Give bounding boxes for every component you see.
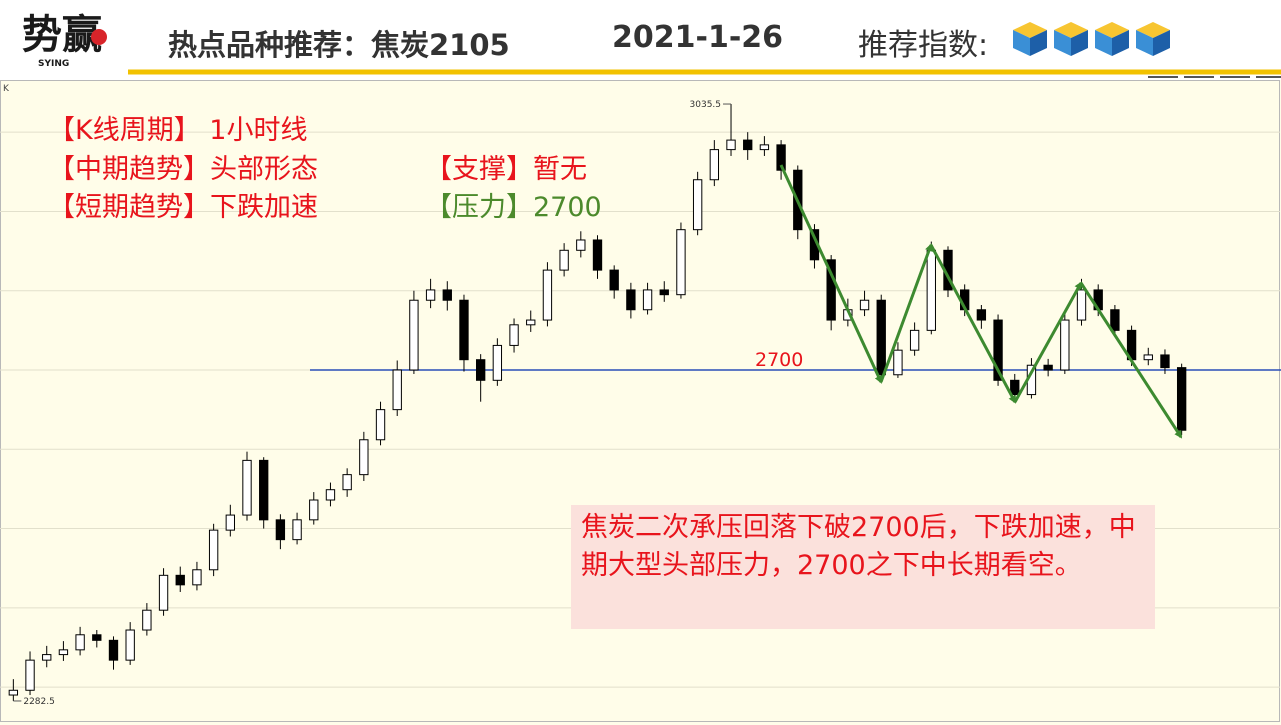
candle-body xyxy=(592,239,603,271)
candle-body xyxy=(8,689,19,696)
candle-body xyxy=(325,489,336,501)
candle-body xyxy=(492,344,503,381)
title: 热点品种推荐：焦炭2105 xyxy=(168,28,510,62)
candle-body xyxy=(876,299,886,376)
support-note: 【支撑】暂无 xyxy=(425,154,587,185)
trend-arrow xyxy=(779,164,883,384)
candle-body xyxy=(1110,309,1120,331)
corner-label: K xyxy=(3,84,10,94)
candle-body xyxy=(392,369,402,411)
candle-body xyxy=(309,499,319,521)
candle-body xyxy=(642,289,653,311)
candle-body xyxy=(676,229,686,296)
candle-body xyxy=(208,529,219,571)
comment-box: 焦炭二次承压回落下破2700后，下跌加速，中期大型头部压力，2700之下中长期看… xyxy=(571,505,1155,629)
candle-body xyxy=(42,654,52,661)
cube-right xyxy=(1153,30,1170,56)
candle-body xyxy=(776,144,786,171)
candle-body xyxy=(576,239,586,251)
cube-right xyxy=(1030,30,1047,56)
resistance-note: 【压力】2700 xyxy=(425,192,602,223)
candle-body xyxy=(442,289,452,301)
period-note: 【K线周期】 1小时线 xyxy=(48,115,308,146)
trend-arrow xyxy=(1079,282,1183,439)
candle-body xyxy=(1160,354,1170,369)
candle-body xyxy=(1010,379,1020,396)
low-label: 2282.5 xyxy=(23,697,55,707)
cube-left xyxy=(1136,30,1153,56)
candle-body xyxy=(259,459,269,521)
rating-cube xyxy=(1054,22,1088,56)
trend-arrow xyxy=(1013,281,1083,403)
candle-body xyxy=(859,299,870,311)
candle-body xyxy=(108,639,119,661)
candle-body xyxy=(692,179,703,231)
candle-body xyxy=(1076,289,1087,321)
candle-body xyxy=(142,609,152,631)
candle-body xyxy=(726,139,736,151)
candle-body xyxy=(1143,354,1153,361)
candle-body xyxy=(58,649,69,656)
candle-body xyxy=(425,289,436,301)
candle-body xyxy=(709,149,720,181)
candle-body xyxy=(976,309,987,321)
candle-body xyxy=(542,269,553,321)
date: 2021-1-26 xyxy=(612,20,784,55)
candle-body xyxy=(1060,319,1070,371)
candle-body xyxy=(826,259,836,321)
candle-body xyxy=(893,349,903,376)
candle-body xyxy=(125,629,135,661)
candle-body xyxy=(626,289,636,311)
candle-body xyxy=(743,139,753,151)
candle-body xyxy=(409,299,419,371)
candle-body xyxy=(1176,367,1187,431)
candle-body xyxy=(759,144,770,151)
logo-seal xyxy=(91,29,107,45)
level-label: 2700 xyxy=(755,349,803,371)
cube-left xyxy=(1013,30,1030,56)
cube-right xyxy=(1112,30,1129,56)
logo-sub: SYING xyxy=(38,59,69,69)
candle-body xyxy=(292,519,302,541)
candle-body xyxy=(926,249,936,331)
candle-body xyxy=(993,319,1003,381)
trend-arrow xyxy=(929,244,1017,404)
candle-body xyxy=(526,319,536,326)
candle-body xyxy=(459,299,469,361)
cube-left xyxy=(1095,30,1112,56)
candle-body xyxy=(359,439,369,476)
rating-cube xyxy=(1013,22,1047,56)
plot-frame xyxy=(0,80,1280,722)
candle-body xyxy=(158,574,169,611)
candle-body xyxy=(175,574,185,586)
candle-body xyxy=(1043,364,1053,371)
rating-label: 推荐指数: xyxy=(858,28,989,63)
candle-body xyxy=(92,634,102,641)
candle-body xyxy=(509,324,519,346)
rating-cube xyxy=(1136,22,1170,56)
candle-body xyxy=(342,474,352,491)
candle-body xyxy=(242,459,252,516)
short-trend-note: 【短期趋势】下跌加速 xyxy=(48,192,318,223)
candle-body xyxy=(475,359,486,381)
candle-body xyxy=(275,519,286,541)
rating-cube xyxy=(1095,22,1129,56)
cube-left xyxy=(1054,30,1071,56)
candle-body xyxy=(659,289,669,296)
candle-body xyxy=(75,634,85,651)
mid-trend-note: 【中期趋势】头部形态 xyxy=(48,154,318,185)
high-label: 3035.5 xyxy=(690,100,722,110)
logo: 势赢 xyxy=(22,11,102,58)
trend-arrows xyxy=(779,164,1183,439)
candle-body xyxy=(909,329,920,351)
candle-body xyxy=(25,659,35,691)
candle-body xyxy=(225,514,235,531)
cube-right xyxy=(1071,30,1088,56)
candle-body xyxy=(559,249,569,271)
trend-arrow xyxy=(879,243,933,383)
candle-body xyxy=(375,409,386,441)
candle-body xyxy=(609,269,619,291)
candle-body xyxy=(192,569,202,586)
